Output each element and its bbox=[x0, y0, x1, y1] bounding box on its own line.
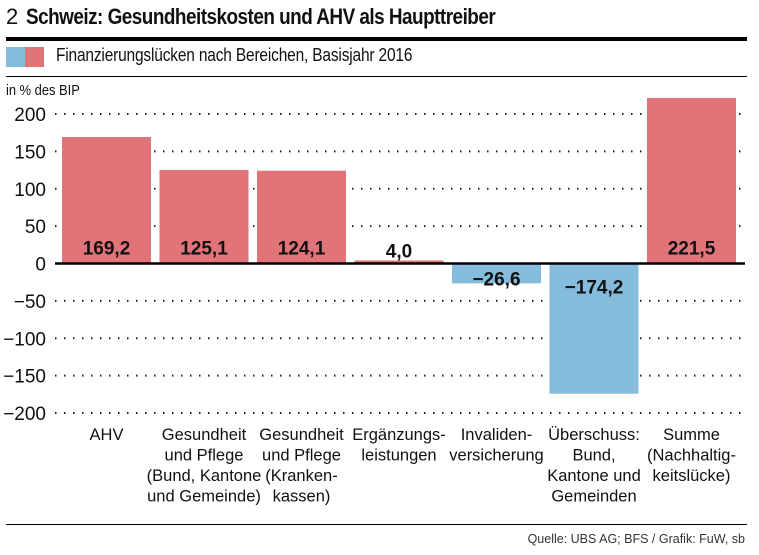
y-tick-label: 200 bbox=[14, 105, 46, 126]
bar bbox=[159, 169, 249, 264]
chart-title-row: 2 Schweiz: Gesundheitskosten und AHV als … bbox=[6, 4, 571, 32]
category-label-line: versicherung bbox=[449, 447, 543, 465]
category-label: AHV bbox=[90, 426, 124, 444]
y-tick-label: −50 bbox=[14, 292, 46, 313]
category-label-line: und Pflege bbox=[262, 447, 341, 465]
value-label: 221,5 bbox=[668, 239, 716, 260]
y-tick-label: 150 bbox=[14, 142, 46, 163]
category-label: Gesundheit und Pflege (Kranken-kassen) bbox=[259, 426, 344, 506]
bar bbox=[62, 137, 151, 264]
bar bbox=[647, 97, 736, 264]
y-tick-label: −150 bbox=[3, 367, 46, 388]
category-label-line: Gesundheit bbox=[259, 426, 344, 444]
value-label: 125,1 bbox=[180, 239, 228, 260]
category-label-line: Überschuss: bbox=[548, 426, 640, 444]
legend-swatch-negative bbox=[6, 47, 25, 67]
category-label-line: und Pflege bbox=[165, 447, 244, 465]
y-tick-label: 0 bbox=[35, 255, 46, 276]
legend-swatch-positive bbox=[25, 47, 44, 67]
category-label: Summe (Nachhaltig-keitslücke) bbox=[647, 426, 736, 485]
bar bbox=[452, 263, 541, 284]
value-label: −26,6 bbox=[472, 270, 520, 291]
category-label-line: kassen) bbox=[273, 488, 331, 506]
category-label-line: AHV bbox=[90, 426, 124, 444]
category-label: Überschuss: Bund, Kantone und Gemeinden bbox=[547, 426, 641, 506]
value-label: 4,0 bbox=[386, 242, 412, 263]
category-label: Ergänzungs-leistungen bbox=[352, 426, 446, 465]
chart-number: 2 bbox=[6, 4, 18, 29]
category-label-line: Gesundheit bbox=[162, 426, 247, 444]
category-label-line: Summe bbox=[663, 426, 720, 444]
category-label: Gesundheit und Pflege (Bund, Kantone und Ge… bbox=[147, 426, 262, 506]
category-label-line: (Bund, Kantone bbox=[147, 467, 262, 485]
y-tick-label: −200 bbox=[3, 404, 46, 425]
category-label-line: Invaliden- bbox=[461, 426, 533, 444]
category-label-line: Kantone und bbox=[547, 467, 641, 485]
value-labels: 169,2 125,1 124,1 4,0 −26,6 −174,2 221,5 bbox=[83, 239, 716, 299]
y-tick-label: −100 bbox=[3, 329, 46, 350]
y-tick-label: 100 bbox=[14, 180, 46, 201]
chart-title: Schweiz: Gesundheitskosten und AHV als H… bbox=[25, 4, 496, 29]
footer-rule bbox=[6, 524, 747, 525]
category-label-line: (Nachhaltig- bbox=[647, 447, 736, 465]
y-tick-labels: 200 150 100 50 0 −50 −100 −150 −200 bbox=[3, 105, 46, 425]
source-note: Quelle: UBS AG; BFS / Grafik: FuW, sb bbox=[527, 532, 745, 546]
category-label-line: und Gemeinde) bbox=[147, 488, 261, 506]
y-tick-label: 50 bbox=[25, 217, 46, 238]
bar bbox=[354, 260, 444, 264]
legend-rule bbox=[6, 76, 747, 77]
bar bbox=[257, 170, 346, 264]
title-rule bbox=[6, 37, 747, 41]
value-label: −174,2 bbox=[565, 278, 624, 299]
legend-text: Finanzierungslücken nach Bereichen, Basi… bbox=[56, 45, 413, 65]
category-label-line: Ergänzungs- bbox=[352, 426, 446, 444]
category-label-line: Bund, bbox=[572, 447, 615, 465]
category-label: Invaliden-versicherung bbox=[449, 426, 543, 465]
bars bbox=[62, 97, 736, 394]
value-label: 169,2 bbox=[83, 239, 131, 260]
category-label-line: leistungen bbox=[361, 447, 436, 465]
y-axis-unit-label: in % des BIP bbox=[6, 82, 80, 99]
category-labels: AHV Gesundheit und Pflege (Bund, Kantone und… bbox=[90, 426, 736, 506]
bar bbox=[549, 263, 639, 394]
category-label-line: (Kranken- bbox=[265, 467, 337, 485]
value-label: 124,1 bbox=[278, 239, 326, 260]
category-label-line: keitslücke) bbox=[653, 467, 731, 485]
category-label-line: Gemeinden bbox=[551, 488, 636, 506]
